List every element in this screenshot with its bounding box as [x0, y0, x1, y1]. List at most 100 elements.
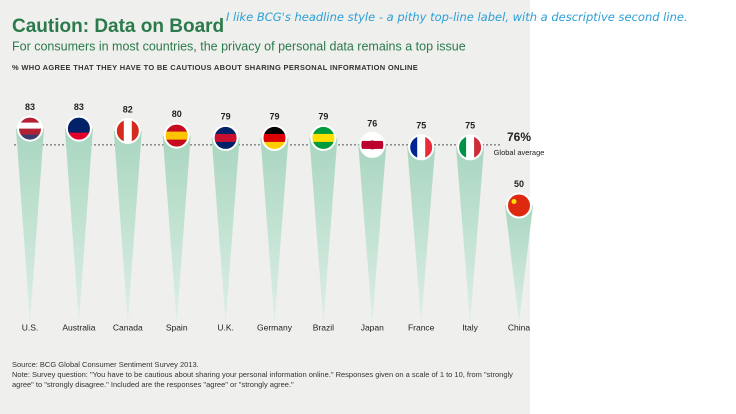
flag-stripe: [425, 135, 434, 160]
flag-stripe: [466, 135, 475, 160]
footer: Source: BCG Global Consumer Sentiment Su…: [12, 360, 517, 390]
flag-stripe: [18, 134, 42, 141]
x-tick-label: Italy: [462, 322, 478, 332]
flag-ring: [17, 115, 43, 142]
annotation: I like BCG's headline style - a pithy to…: [226, 10, 688, 24]
x-tick-label: Germany: [257, 322, 293, 332]
flag-stripe: [213, 133, 238, 143]
value-label: 76: [367, 118, 377, 128]
flag-stripe: [115, 118, 125, 143]
value-label: 79: [269, 111, 279, 121]
x-tick-label: Spain: [166, 322, 188, 332]
flag-stripe: [164, 139, 189, 148]
x-tick-label: France: [408, 322, 435, 332]
flag-stripe: [474, 135, 483, 160]
flag-ring: [212, 124, 239, 151]
x-tick-label: U.S.: [22, 322, 39, 332]
flag-stripe: [458, 135, 467, 160]
flag-ring: [261, 124, 288, 151]
flag-stripe: [131, 118, 140, 143]
flag: [164, 123, 189, 148]
flag: [213, 125, 238, 150]
note: Note: Survey question: "You have to be c…: [12, 370, 513, 389]
flag-stripe: [213, 141, 238, 150]
flag-ring: [408, 134, 435, 161]
flag-star: [511, 199, 517, 204]
flag-stripe: [417, 135, 426, 160]
source: Source: BCG Global Consumer Sentiment Su…: [12, 360, 199, 369]
x-tick-label: U.K.: [217, 322, 234, 332]
flag-stripe: [18, 116, 42, 124]
flag-stripe: [311, 141, 336, 150]
x-tick-label: Brazil: [313, 322, 334, 332]
value-label: 83: [74, 102, 84, 112]
flag: [409, 135, 434, 160]
value-label: 75: [416, 121, 426, 131]
flag-dot: [367, 140, 377, 150]
flag-stripe: [66, 116, 91, 126]
y-label: % WHO AGREE THAT THEY HAVE TO BE CAUTIOU…: [12, 63, 418, 72]
cone: [113, 130, 142, 322]
value-label: 50: [514, 179, 524, 189]
cone: [260, 137, 289, 322]
flag: [311, 125, 336, 150]
x-tick-label: Japan: [361, 322, 384, 332]
flag-stripe: [66, 124, 91, 134]
flag-stripe: [18, 122, 42, 130]
cone: [358, 144, 387, 322]
flag-ring: [457, 134, 484, 161]
cone: [456, 147, 485, 322]
x-tick-label: Canada: [113, 322, 143, 332]
cone: [407, 147, 436, 322]
value-label: 79: [221, 111, 231, 121]
value-label: 80: [172, 109, 182, 119]
flag-stripe: [164, 123, 189, 133]
flag-stripe: [262, 125, 287, 135]
value-label: 83: [25, 102, 35, 112]
flag: [507, 193, 531, 218]
flag-stripe: [18, 128, 42, 136]
cone: [16, 128, 44, 322]
flag-stripe: [360, 148, 385, 157]
subtitle: For consumers in most countries, the pri…: [12, 39, 466, 53]
x-tick-label: Australia: [62, 322, 95, 332]
reference-text: Global average: [494, 148, 545, 157]
flag-stripe: [507, 209, 531, 218]
flag-stripe: [213, 125, 238, 135]
value-label: 75: [465, 121, 475, 131]
panel: [0, 0, 530, 414]
x-tick-label: China: [508, 322, 530, 332]
reference-label: 76%: [507, 130, 531, 144]
flag-stripe: [360, 132, 385, 142]
flag-stripe: [164, 131, 189, 141]
cone: [505, 205, 533, 322]
flag: [458, 135, 483, 160]
flag: [262, 125, 287, 150]
value-label: 79: [318, 111, 328, 121]
flag-stripe: [409, 135, 418, 160]
flag-stripe: [123, 118, 133, 143]
cone: [64, 128, 93, 322]
flag-ring: [163, 122, 190, 149]
flag: [66, 116, 91, 141]
flag-stripe: [311, 133, 336, 143]
flag-stripe: [66, 132, 91, 141]
flag-stripe: [507, 193, 531, 202]
value-label: 82: [123, 104, 133, 114]
cone: [309, 137, 338, 322]
flag: [115, 118, 140, 143]
flag-stripe: [262, 133, 287, 143]
flag-stripe: [311, 125, 336, 135]
flag: [18, 116, 42, 141]
flag-ring: [65, 115, 92, 142]
chart-title: Caution: Data on Board: [12, 16, 224, 37]
flag-ring: [506, 192, 532, 219]
cone: [162, 135, 191, 322]
cone: [211, 137, 240, 322]
flag-ring: [359, 131, 386, 158]
flag-ring: [114, 117, 141, 144]
flag-stripe: [262, 141, 287, 150]
flag-stripe: [507, 201, 531, 210]
